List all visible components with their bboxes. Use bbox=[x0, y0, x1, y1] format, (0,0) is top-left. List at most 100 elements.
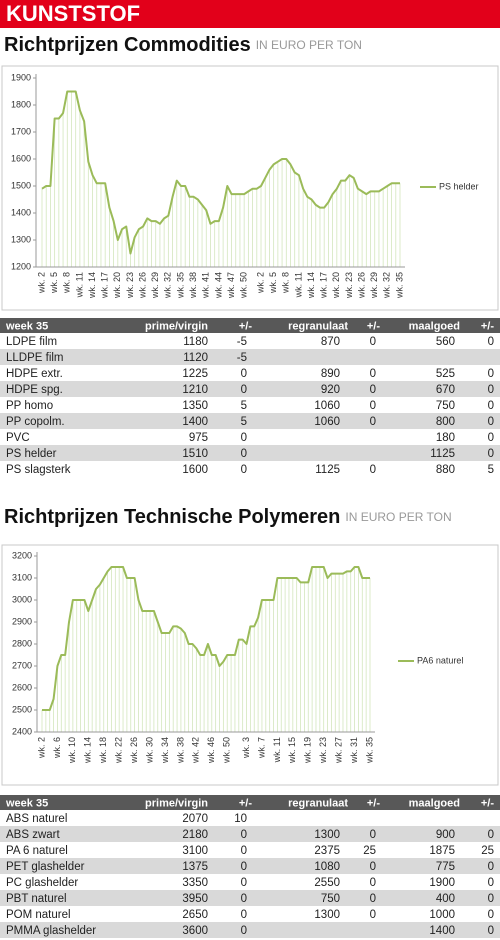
table-cell: 0 bbox=[488, 400, 494, 412]
table-cell: PVC bbox=[6, 432, 30, 444]
x-tick-label: wk. 14 bbox=[306, 272, 316, 299]
y-tick-label: 2900 bbox=[12, 616, 32, 626]
table-row-bg bbox=[0, 381, 500, 397]
x-tick-label: wk. 50 bbox=[222, 737, 232, 764]
table-row-bg bbox=[0, 826, 500, 842]
table-cell: 1350 bbox=[182, 400, 208, 412]
table-row-bg bbox=[0, 461, 500, 477]
table-cell: LLDPE film bbox=[6, 352, 64, 364]
y-tick-label: 3000 bbox=[12, 594, 32, 604]
x-tick-label: wk. 23 bbox=[318, 737, 328, 764]
y-tick-label: 2700 bbox=[12, 660, 32, 670]
y-tick-label: 1400 bbox=[11, 207, 31, 217]
table-cell: 1600 bbox=[182, 464, 208, 476]
table-cell: 0 bbox=[488, 861, 494, 873]
table-cell: 0 bbox=[488, 336, 494, 348]
table-cell: 1900 bbox=[429, 877, 455, 889]
table-cell: PS helder bbox=[6, 448, 57, 460]
table-cell: 900 bbox=[436, 829, 455, 841]
y-tick-label: 1200 bbox=[11, 261, 31, 271]
table-cell: 1300 bbox=[314, 909, 340, 921]
table-cell: 1510 bbox=[182, 448, 208, 460]
x-tick-label: wk. 17 bbox=[100, 272, 110, 299]
x-tick-label: wk. 5 bbox=[49, 272, 59, 294]
table-cell: 2650 bbox=[182, 909, 208, 921]
x-tick-label: wk. 2 bbox=[255, 272, 265, 294]
x-tick-label: wk. 35 bbox=[175, 272, 185, 299]
table-cell: 180 bbox=[436, 432, 455, 444]
heading-unit: IN EURO PER TON bbox=[345, 510, 451, 524]
table-cell: 1000 bbox=[429, 909, 455, 921]
table-cell: 920 bbox=[321, 384, 340, 396]
x-tick-label: wk. 23 bbox=[125, 272, 135, 299]
table-cell: 1400 bbox=[429, 925, 455, 937]
x-tick-label: wk. 46 bbox=[206, 737, 216, 764]
table-header-cell: week 35 bbox=[5, 320, 48, 332]
table-cell: 560 bbox=[436, 336, 455, 348]
table-cell: 2180 bbox=[182, 829, 208, 841]
x-tick-label: wk. 26 bbox=[356, 272, 366, 299]
table-cell: PMMA glashelder bbox=[6, 925, 96, 937]
series-line bbox=[41, 90, 400, 255]
table-cell: PP homo bbox=[6, 400, 53, 412]
x-tick-label: wk. 15 bbox=[287, 737, 297, 764]
table-header-cell: +/- bbox=[481, 797, 494, 809]
table-cell: PET glashelder bbox=[6, 861, 85, 873]
table-cell: 1875 bbox=[429, 845, 455, 857]
table-cell: 0 bbox=[370, 909, 376, 921]
x-tick-label: wk. 26 bbox=[129, 737, 139, 764]
x-tick-label: wk. 18 bbox=[98, 737, 108, 764]
table-cell: 25 bbox=[481, 845, 494, 857]
x-tick-label: wk. 3 bbox=[241, 737, 251, 759]
table-cell: 0 bbox=[241, 384, 247, 396]
x-tick-label: wk. 11 bbox=[272, 737, 282, 763]
table-cell: 3950 bbox=[182, 893, 208, 905]
table-header-cell: +/- bbox=[239, 320, 252, 332]
table-cell: 525 bbox=[436, 368, 455, 380]
table-header-cell: +/- bbox=[239, 797, 252, 809]
table-row-bg bbox=[0, 445, 500, 461]
x-tick-label: wk. 34 bbox=[160, 737, 170, 764]
table-header-cell: regranulaat bbox=[288, 797, 348, 809]
y-tick-label: 2500 bbox=[12, 704, 32, 714]
table-row-bg bbox=[0, 365, 500, 381]
table-row-bg bbox=[0, 333, 500, 349]
table-cell: 0 bbox=[370, 336, 376, 348]
table-cell: PA 6 naturel bbox=[6, 845, 68, 857]
table-header-bg bbox=[0, 318, 500, 333]
section-heading: Richtprijzen Technische Polymeren IN EURO… bbox=[4, 506, 452, 528]
table-cell: -5 bbox=[237, 352, 247, 364]
table-cell: 0 bbox=[370, 861, 376, 873]
table-cell: LDPE film bbox=[6, 336, 57, 348]
table-row-bg bbox=[0, 810, 500, 826]
table-row-bg bbox=[0, 842, 500, 858]
section-heading: Richtprijzen Commodities IN EURO PER TON bbox=[4, 34, 362, 56]
series-line bbox=[42, 566, 370, 711]
legend-label: PS helder bbox=[439, 181, 479, 191]
table-row-bg bbox=[0, 906, 500, 922]
table-cell: 2375 bbox=[314, 845, 340, 857]
x-tick-label: wk. 29 bbox=[369, 272, 379, 299]
table-cell: 1400 bbox=[182, 416, 208, 428]
x-tick-label: wk. 29 bbox=[150, 272, 160, 299]
table-cell: 870 bbox=[321, 336, 340, 348]
x-tick-label: wk. 20 bbox=[331, 272, 341, 299]
table-cell: HDPE spg. bbox=[6, 384, 63, 396]
x-tick-label: wk. 14 bbox=[87, 272, 97, 299]
table-cell: 0 bbox=[488, 384, 494, 396]
table-cell: 1225 bbox=[182, 368, 208, 380]
table-cell: 890 bbox=[321, 368, 340, 380]
x-tick-label: wk. 11 bbox=[74, 272, 84, 298]
y-tick-label: 1800 bbox=[11, 99, 31, 109]
x-tick-label: wk. 47 bbox=[226, 272, 236, 299]
x-tick-label: wk. 11 bbox=[293, 272, 303, 298]
table-cell: 0 bbox=[488, 925, 494, 937]
legend-label: PA6 naturel bbox=[417, 655, 463, 665]
table-cell: -5 bbox=[237, 336, 247, 348]
table-cell: 975 bbox=[189, 432, 208, 444]
table-cell: 1180 bbox=[183, 336, 208, 348]
table-cell: 3350 bbox=[182, 877, 208, 889]
table-row-bg bbox=[0, 922, 500, 938]
table-header-cell: maalgoed bbox=[409, 320, 460, 332]
